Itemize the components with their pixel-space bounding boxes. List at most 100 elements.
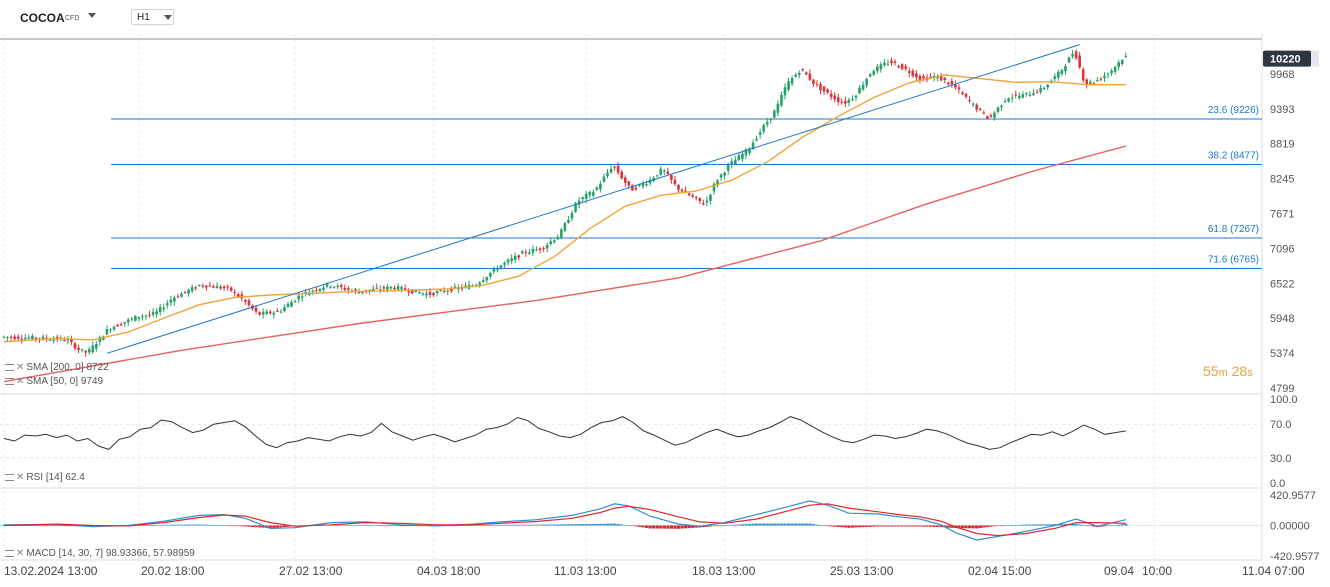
candle-body [276, 310, 279, 312]
macd-histogram-bar [936, 525, 940, 528]
candle-body [687, 193, 691, 196]
macd-histogram-bar [616, 523, 620, 526]
candle-body [904, 66, 907, 69]
macd-histogram-bar [829, 525, 833, 527]
macd-histogram-bar [648, 525, 652, 529]
macd-histogram-bar [534, 524, 539, 526]
candle-body [822, 86, 826, 92]
candle-body [268, 311, 272, 314]
candle-body [592, 192, 595, 196]
candle-body [31, 335, 34, 340]
close-icon[interactable]: ✕ [16, 362, 25, 373]
candle-body [758, 132, 762, 135]
legend-sma50[interactable]: ✕ SMA [50, 0] 9749 [5, 376, 103, 387]
macd-histogram-bar [1042, 524, 1046, 526]
macd-histogram-bar [155, 524, 159, 526]
macd-histogram-bar [27, 525, 31, 527]
close-icon[interactable]: ✕ [16, 472, 25, 483]
macd-histogram-bar [588, 523, 592, 526]
macd-histogram-bar [229, 525, 233, 527]
moving-averages [3, 44, 1126, 383]
candle-body [499, 265, 503, 269]
macd-histogram-bar [850, 525, 855, 528]
macd-histogram-bar [471, 525, 475, 526]
candle-body [723, 172, 726, 176]
macd-histogram-bar [456, 525, 460, 527]
close-icon[interactable]: ✕ [16, 548, 25, 559]
candle-body [162, 307, 166, 310]
candle-body [1053, 76, 1057, 80]
macd-histogram-bar [1070, 523, 1075, 526]
macd-histogram-bar [861, 525, 865, 528]
candle-body [535, 249, 538, 251]
macd-histogram-bar [680, 525, 684, 529]
macd-histogram-bar [719, 525, 723, 527]
candle-body [698, 198, 702, 202]
time-tick-label: 20.02 18:00 [141, 564, 205, 578]
macd-histogram-bar [918, 525, 922, 527]
macd-histogram-bar [911, 525, 915, 527]
macd-histogram-bar [879, 525, 883, 527]
candle-body [283, 307, 286, 312]
candle-body [215, 286, 219, 289]
macd-histogram-bar [573, 524, 578, 526]
macd-histogram-bar [524, 524, 528, 526]
candle-body [709, 194, 712, 201]
macd-histogram-bar [165, 524, 169, 526]
candle-body [1035, 91, 1039, 93]
legend-sma200[interactable]: ✕ SMA [200, 0] 8722 [5, 362, 109, 373]
candle-body [1085, 79, 1089, 85]
candle-body [638, 184, 641, 186]
trendline [106, 44, 1080, 354]
rsi-tick-label: 0.0 [1270, 478, 1285, 490]
legend-rsi[interactable]: ✕ RSI [14] 62.4 [5, 472, 85, 483]
candle-body [627, 181, 631, 186]
candle-body [169, 299, 173, 303]
macd-histogram-bar [197, 524, 201, 526]
candle-body [552, 240, 556, 243]
candle-body [386, 286, 389, 290]
candle-body [197, 285, 201, 287]
candle-body [634, 187, 638, 190]
menu-icon[interactable] [5, 550, 14, 557]
macd-histogram-bar [826, 525, 830, 527]
candle-body [1000, 105, 1003, 108]
timeframe-select[interactable]: H1 [131, 9, 174, 25]
candle-body [1060, 69, 1064, 74]
macd-histogram-bar [652, 525, 656, 529]
symbol-dropdown-chevron-icon[interactable] [88, 13, 96, 18]
candle-body [1014, 94, 1018, 96]
candle-body [87, 349, 91, 353]
macd-histogram-bar [510, 524, 514, 526]
macd-histogram-bar [694, 525, 698, 528]
candle-body [410, 289, 414, 294]
candle-body [886, 63, 890, 65]
candle-body [354, 289, 357, 291]
candle-body [244, 299, 247, 302]
candle-body [684, 190, 687, 192]
candle-body [1092, 82, 1096, 84]
macd-histogram-bar [357, 525, 361, 526]
menu-icon[interactable] [5, 378, 14, 385]
candle-body [272, 312, 276, 315]
macd-histogram-bar [1110, 525, 1114, 527]
candle-body [1042, 88, 1046, 90]
legend-macd[interactable]: ✕ MACD [14, 30, 7] 98.93366, 57.98959 [5, 548, 195, 559]
macd-histogram-bar [183, 524, 187, 526]
scale-handle [1311, 50, 1319, 67]
candle-body [1074, 51, 1078, 59]
macd-histogram-bar [350, 524, 354, 526]
candle-body [194, 287, 197, 289]
macd-histogram-bar [513, 524, 517, 526]
close-icon[interactable]: ✕ [16, 376, 25, 387]
menu-icon[interactable] [5, 474, 14, 481]
candle-body [851, 99, 854, 101]
macd-histogram-bar [187, 524, 191, 526]
time-tick-label: 11.03 13:00 [554, 564, 617, 578]
symbol-name[interactable]: COCOA [20, 11, 65, 25]
candle-body [489, 273, 492, 277]
macd-histogram-bar [715, 525, 720, 527]
menu-icon[interactable] [5, 364, 14, 371]
macd-histogram-bar [1060, 524, 1064, 526]
macd-histogram-bar [463, 525, 468, 526]
